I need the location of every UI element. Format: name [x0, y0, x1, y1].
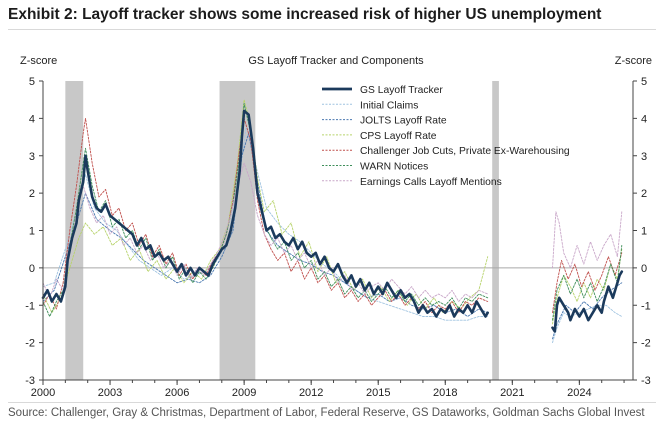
- series-line-tracker-1: [41, 109, 489, 318]
- legend-label-jolts: JOLTS Layoff Rate: [360, 116, 447, 127]
- y-tick-label-right: 2: [641, 188, 647, 200]
- legend-label-cps: CPS Layoff Rate: [360, 131, 437, 142]
- source-divider: [8, 402, 656, 403]
- y-tick-label-right: 5: [641, 76, 647, 88]
- exhibit-title: Exhibit 2: Layoff tracker shows some inc…: [8, 6, 602, 23]
- y-tick-label-right: -2: [641, 338, 651, 350]
- source-note: Source: Challenger, Gray & Christmas, De…: [8, 407, 645, 419]
- series-lines: [41, 99, 624, 344]
- y-tick-label-right: -3: [641, 375, 651, 387]
- legend-label-claims: Initial Claims: [360, 100, 418, 111]
- series-line-jolts-1: [42, 132, 489, 317]
- x-tick-label: 2000: [31, 387, 55, 399]
- left-axis-label: Z-score: [20, 55, 57, 67]
- x-tick-label: 2012: [299, 387, 323, 399]
- y-tick-label-right: -1: [641, 300, 651, 312]
- y-tick-label-left: 5: [29, 76, 35, 88]
- x-tick-label: 2024: [567, 387, 591, 399]
- series-line-challenger-2: [552, 252, 623, 314]
- y-tick-label-right: 4: [641, 113, 647, 125]
- axes: -3 -3 -2 -2 -1 -1 0 0 1 1 2 2 3 3 4 4 5 5 2000 2003 2006 2009…: [25, 76, 651, 399]
- x-tick-label: 2003: [98, 387, 122, 399]
- x-tick-label: 2021: [500, 387, 524, 399]
- y-tick-label-left: 4: [29, 113, 35, 125]
- y-tick-label-left: -3: [25, 375, 35, 387]
- y-tick-label-left: 3: [29, 151, 35, 163]
- y-tick-label-left: -2: [25, 338, 35, 350]
- series-line-tracker-2: [551, 270, 624, 333]
- legend-label-calls: Earnings Calls Layoff Mentions: [360, 177, 502, 188]
- x-tick-label: 2015: [366, 387, 390, 399]
- y-tick-label-right: 0: [641, 263, 647, 275]
- y-tick-label-left: 2: [29, 188, 35, 200]
- right-axis-label: Z-score: [615, 55, 652, 67]
- title-divider: [8, 29, 656, 30]
- x-tick-label: 2006: [165, 387, 189, 399]
- y-tick-label-right: 1: [641, 226, 647, 238]
- x-tick-label: 2009: [232, 387, 256, 399]
- legend-label-warn: WARN Notices: [360, 162, 428, 173]
- series-line-calls-2: [552, 211, 623, 269]
- series-line-calls-1: [42, 162, 489, 302]
- y-tick-label-left: 0: [29, 263, 35, 275]
- y-tick-label-left: 1: [29, 226, 35, 238]
- y-tick-label-left: -1: [25, 300, 35, 312]
- legend-label-tracker: GS Layoff Tracker: [360, 85, 443, 96]
- series-line-warn-2: [552, 244, 623, 321]
- y-tick-label-right: 3: [641, 151, 647, 163]
- legend: GS Layoff Tracker Initial Claims JOLTS Lay…: [322, 85, 570, 188]
- chart-title: GS Layoff Tracker and Components: [248, 55, 424, 67]
- recession-bar-3: [492, 81, 499, 380]
- series-line-challenger-1: [42, 117, 489, 314]
- x-tick-label: 2018: [433, 387, 457, 399]
- legend-label-challenger: Challenger Job Cuts, Private Ex-Warehous…: [360, 146, 570, 157]
